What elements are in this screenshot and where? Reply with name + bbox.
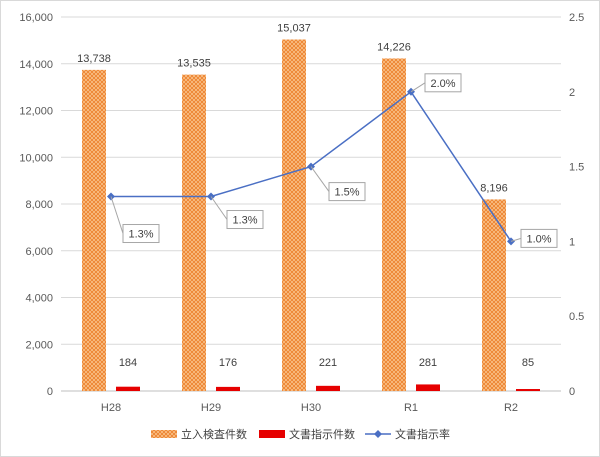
legend-swatch-rate-marker: [374, 430, 382, 438]
callout-leader: [410, 82, 426, 93]
data-label-inspections: 13,535: [177, 58, 211, 70]
left-tick-label: 12,000: [19, 106, 53, 118]
callout-leader: [510, 237, 522, 242]
x-tick-label: H29: [201, 402, 221, 414]
right-tick-label: 2.5: [569, 12, 584, 24]
data-label-instructions: 281: [419, 357, 437, 369]
callout-leader: [110, 196, 124, 234]
data-label-instructions: 184: [119, 357, 137, 369]
bar-instructions: [316, 385, 340, 391]
legend-swatch-inspections: [151, 430, 177, 438]
right-tick-label: 0.5: [569, 311, 584, 323]
x-tick-label: H28: [101, 402, 121, 414]
bars: [82, 39, 540, 391]
callout-box: [122, 224, 160, 244]
callout-box: [520, 228, 558, 248]
data-label-rate: 2.0%: [430, 78, 455, 90]
callout-box: [226, 210, 264, 230]
right-tick-label: 1.5: [569, 162, 584, 174]
data-label-rate: 1.0%: [526, 233, 551, 245]
data-label-instructions: 176: [219, 357, 237, 369]
gridlines: [61, 16, 561, 392]
right-tick-label: 2: [569, 87, 575, 99]
left-tick-label: 0: [47, 386, 53, 398]
right-tick-label: 0: [569, 386, 575, 398]
left-tick-label: 14,000: [19, 59, 53, 71]
bar-inspections: [82, 69, 106, 391]
legend-label-rate: 文書指示率: [395, 427, 450, 441]
legend: 立入検査件数 文書指示件数 文書指示率: [151, 427, 450, 441]
x-tick-label: R2: [504, 402, 518, 414]
data-label-inspections: 14,226: [377, 41, 411, 53]
bar-instructions: [116, 386, 140, 391]
callout-leader: [210, 196, 228, 220]
bar-inspections: [382, 58, 406, 391]
right-axis-ticks: 0 0.5 1 1.5 2 2.5: [569, 12, 584, 398]
data-label-inspections: 8,196: [480, 182, 508, 194]
data-label-rate: 1.3%: [232, 215, 257, 227]
left-tick-label: 6,000: [25, 246, 53, 258]
bar-inspections: [182, 74, 206, 391]
x-tick-label: H30: [301, 402, 321, 414]
callout-leader: [310, 166, 330, 192]
data-labels: 13,738 184 13,535 176 15,037 221 14,226 281 8,19…: [77, 23, 558, 369]
bar-inspections: [482, 199, 506, 391]
x-tick-label: R1: [404, 402, 418, 414]
left-tick-label: 10,000: [19, 152, 53, 164]
data-label-inspections: 13,738: [77, 53, 111, 65]
callout-box: [424, 73, 462, 93]
bar-instructions: [416, 384, 440, 391]
left-tick-label: 2,000: [25, 339, 53, 351]
left-tick-label: 16,000: [19, 12, 53, 24]
right-tick-label: 1: [569, 236, 575, 248]
data-label-rate: 1.3%: [128, 229, 153, 241]
left-tick-label: 8,000: [25, 199, 53, 211]
x-axis-ticks: H28 H29 H30 R1 R2: [101, 402, 518, 414]
legend-label-inspections: 立入検査件数: [181, 427, 247, 441]
left-tick-label: 4,000: [25, 293, 53, 305]
data-label-instructions: 221: [319, 357, 337, 369]
data-label-rate: 1.5%: [334, 187, 359, 199]
callout-box: [328, 182, 366, 202]
left-axis-ticks: 0 2,000 4,000 6,000 8,000 10,000 12,000 14,000 1…: [19, 12, 53, 398]
bar-instructions: [516, 389, 540, 391]
bar-instructions: [216, 386, 240, 391]
bar-inspections: [282, 39, 306, 391]
data-label-inspections: 15,037: [277, 23, 311, 35]
legend-label-instructions: 文書指示件数: [289, 427, 355, 441]
data-label-instructions: 85: [522, 357, 534, 369]
legend-swatch-instructions: [259, 430, 285, 438]
